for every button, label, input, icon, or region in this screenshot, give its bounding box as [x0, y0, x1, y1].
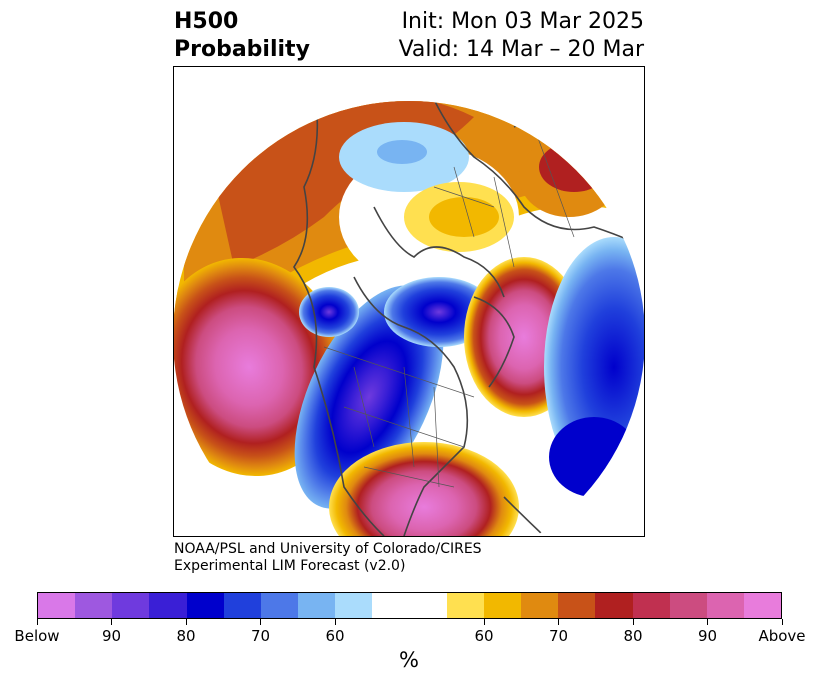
- valid-range: Valid: 14 Mar – 20 Mar: [398, 37, 644, 62]
- colorbar-segment: [260, 593, 299, 618]
- colorbar-segment: [335, 593, 373, 618]
- colorbar: [37, 592, 782, 619]
- colorbar-tick-label: 80: [623, 627, 643, 645]
- map-disk: [174, 101, 644, 536]
- colorbar-tick-label: 70: [548, 627, 569, 645]
- colorbar-segment: [75, 593, 113, 618]
- title-variable: H500: [174, 9, 239, 34]
- colorbar-tick-label: Below: [14, 627, 60, 645]
- colorbar-segment: [743, 593, 782, 618]
- colorbar-tick-label: 70: [250, 627, 271, 645]
- colorbar-unit: %: [399, 648, 419, 672]
- colorbar-segment: [595, 593, 633, 618]
- colorbar-tick: [632, 619, 634, 625]
- colorbar-segment: [186, 593, 224, 618]
- polar-map: [173, 66, 645, 537]
- title-quantity: Probability: [174, 37, 310, 62]
- colorbar-segment: [112, 593, 150, 618]
- colorbar-tick-label: 90: [697, 627, 718, 645]
- colorbar-segment: [632, 593, 670, 618]
- chart-title: H500 Probability: [174, 8, 310, 64]
- se-us-above: [329, 442, 519, 536]
- credit-text: NOAA/PSL and University of Colorado/CIRE…: [174, 541, 482, 575]
- colorbar-segment: [706, 593, 744, 618]
- colorbar-segment: [558, 593, 596, 618]
- forecast-dates: Init: Mon 03 Mar 2025 Valid: 14 Mar – 20…: [399, 8, 644, 64]
- colorbar-tick-label: 60: [325, 627, 345, 645]
- colorbar-tick: [483, 619, 485, 625]
- colorbar-segment: [521, 593, 559, 618]
- colorbar-tick: [111, 619, 112, 625]
- colorbar-tick: [260, 619, 261, 625]
- colorbar-tick-label: 60: [474, 627, 494, 645]
- colorbar-segment: [409, 593, 447, 618]
- colorbar-segment: [38, 593, 76, 618]
- colorbar-segment: [483, 593, 522, 618]
- colorbar-segment: [149, 593, 187, 618]
- colorbar-tick: [781, 619, 783, 625]
- colorbar-tick: [185, 619, 187, 625]
- credit-line-1: NOAA/PSL and University of Colorado/CIRE…: [174, 541, 482, 557]
- probability-map: [174, 101, 644, 536]
- colorbar-tick-label: 80: [176, 627, 196, 645]
- borders: [323, 106, 635, 488]
- colorbar-segment: [298, 593, 336, 618]
- pacific-above: [174, 257, 346, 477]
- colorbar-segment: [669, 593, 707, 618]
- colorbar-tick: [558, 619, 559, 625]
- colorbar-tick-label: 90: [101, 627, 122, 645]
- init-date: Init: Mon 03 Mar 2025: [401, 9, 644, 34]
- colorbar-segment: [372, 593, 410, 618]
- colorbar-tick: [36, 619, 38, 625]
- credit-line-2: Experimental LIM Forecast (v2.0): [174, 558, 406, 574]
- colorbar-tick: [707, 619, 708, 625]
- colorbar-tick: [334, 619, 336, 625]
- colorbar-segment: [223, 593, 261, 618]
- colorbar-tick-label: Above: [758, 627, 806, 645]
- colorbar-segment: [446, 593, 484, 618]
